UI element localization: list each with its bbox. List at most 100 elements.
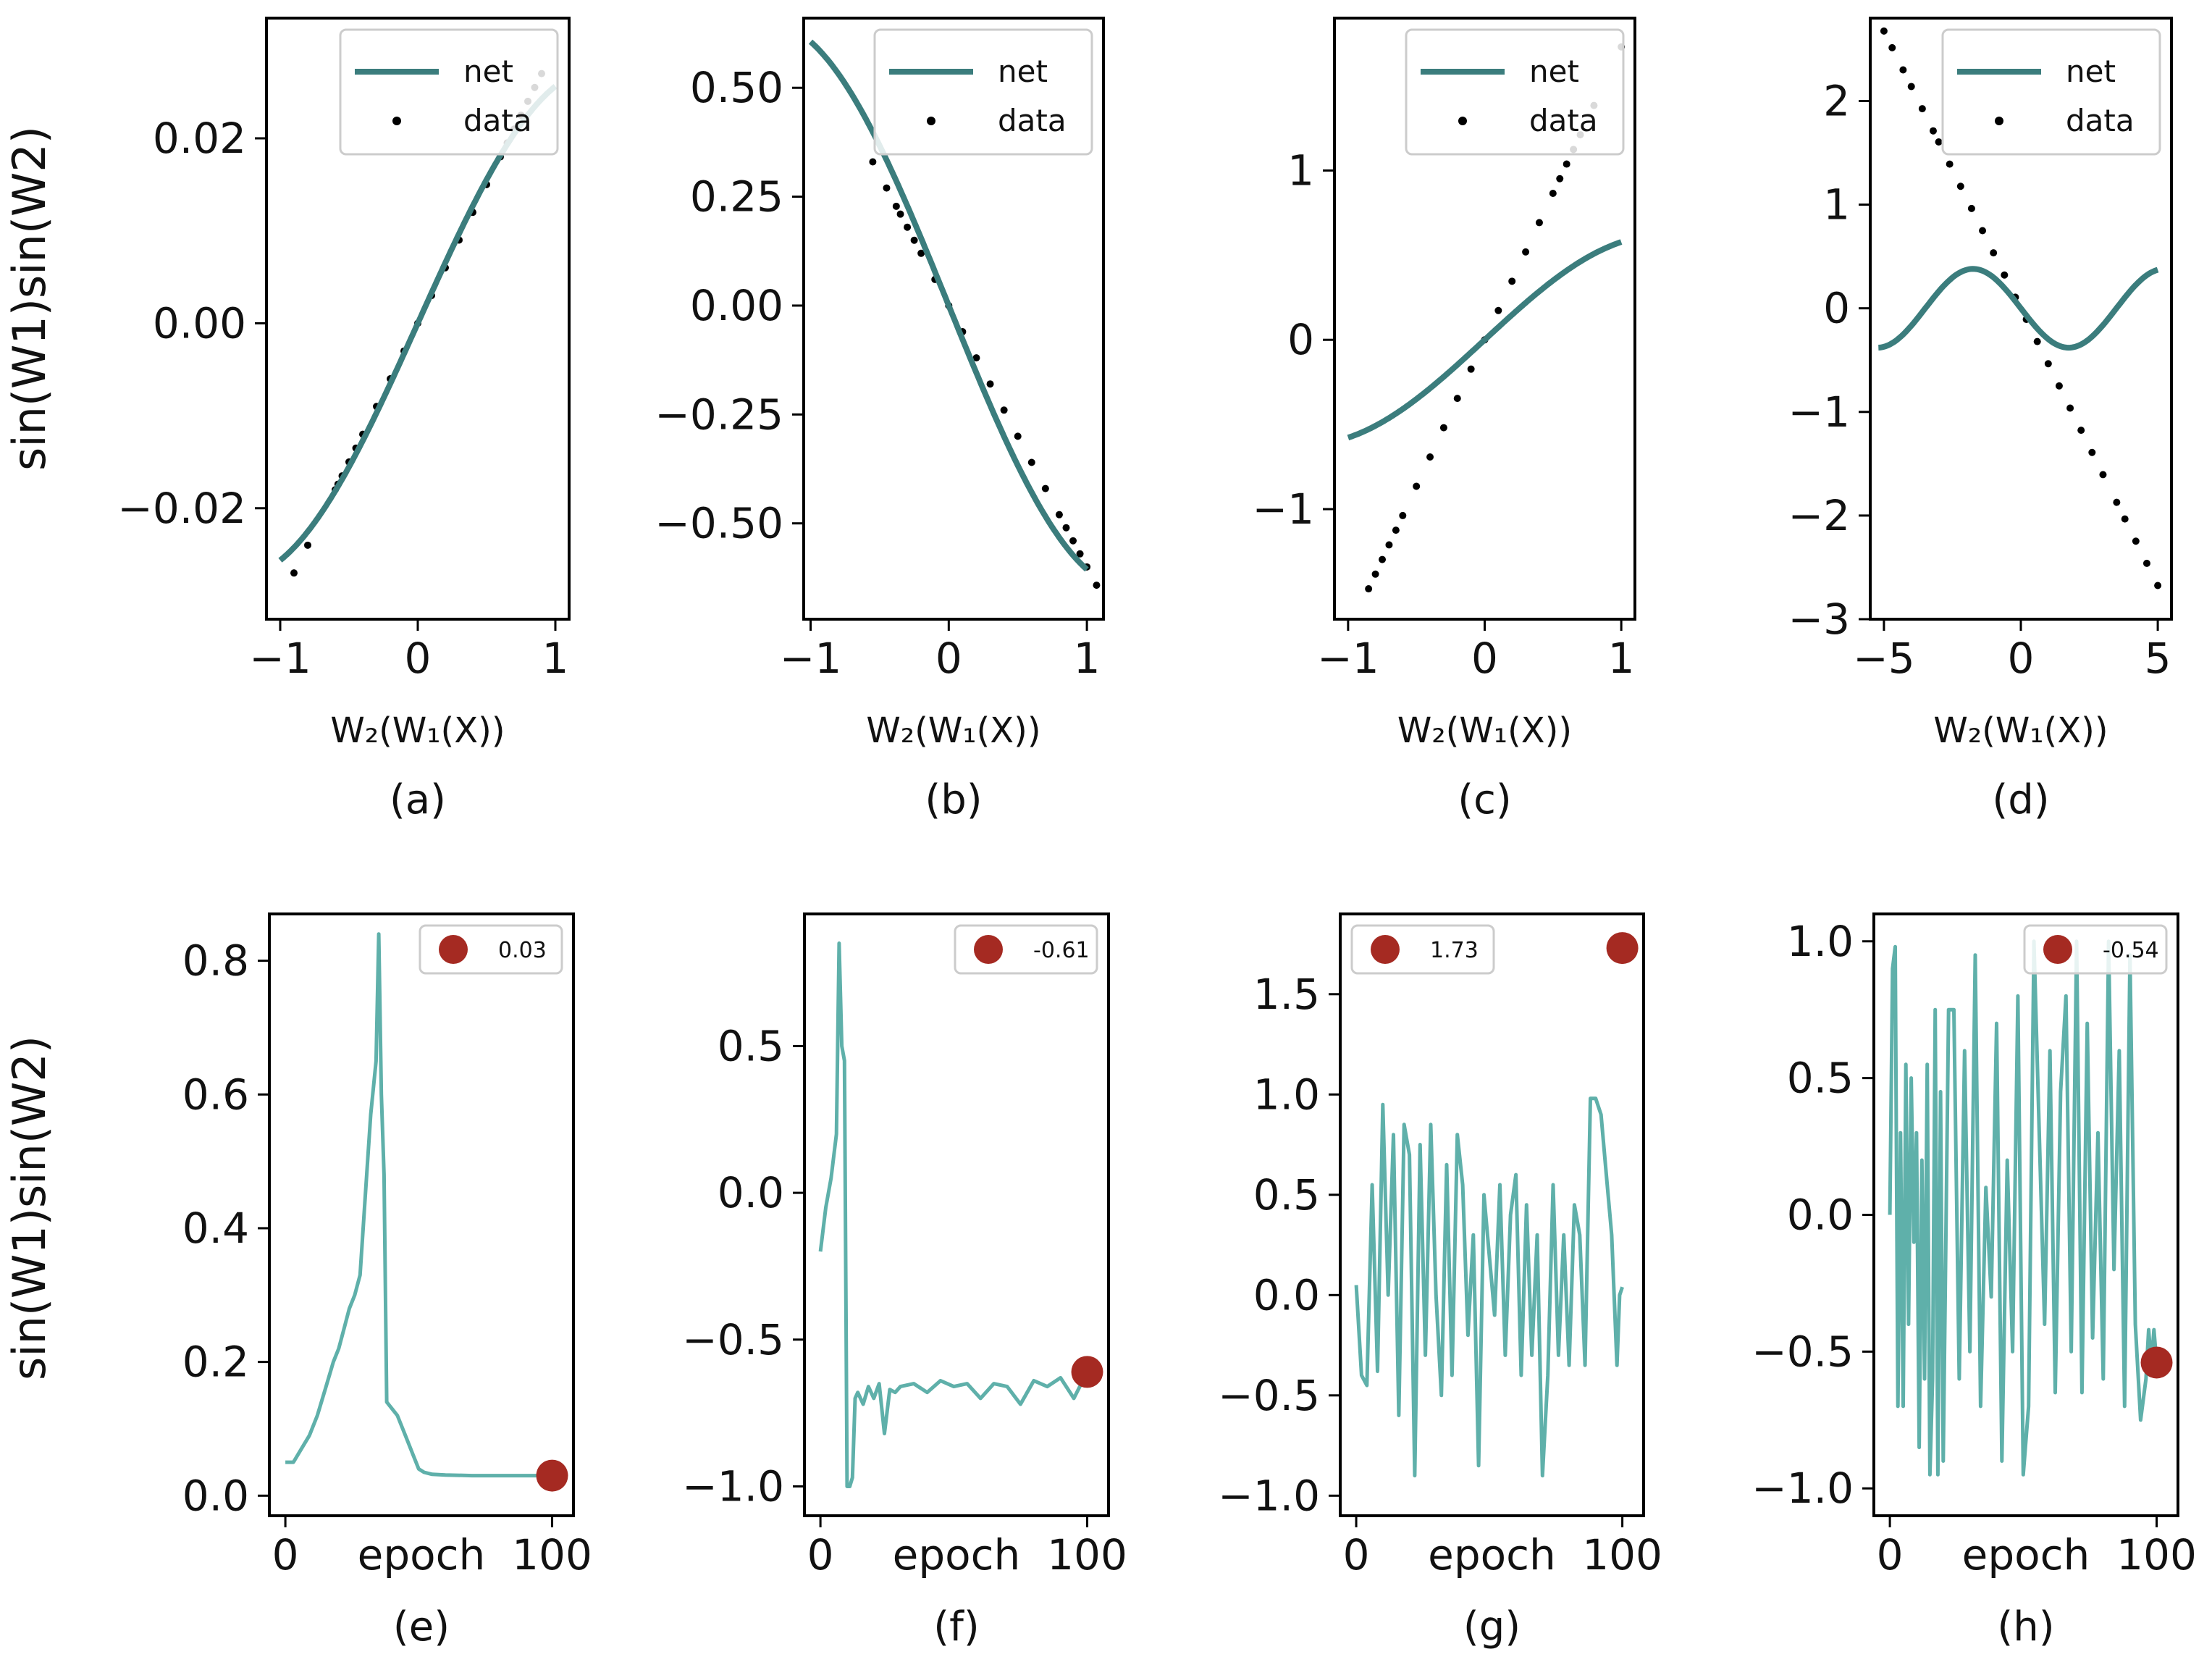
data-point: [2099, 471, 2107, 479]
panel-caption: (c): [1458, 776, 1511, 823]
epoch-series-line: [818, 941, 1089, 1488]
x-axis-label: W₂(W₁(X)): [1397, 710, 1572, 751]
data-point: [1055, 511, 1063, 519]
y-tick-label: −1: [1788, 387, 1851, 437]
y-tick-label: −2: [1788, 491, 1851, 540]
data-point: [1899, 66, 1907, 74]
net-curve: [808, 39, 1089, 572]
x-tick-label: 100: [1582, 1530, 1662, 1579]
y-tick-label: 1.5: [1253, 970, 1320, 1019]
legend-data-label: data: [1529, 103, 1598, 138]
final-value-marker: [536, 1459, 568, 1492]
y-tick-label: 0.0: [1787, 1191, 1854, 1240]
data-point: [986, 380, 994, 388]
data-point: [1076, 550, 1084, 558]
x-tick-label: 0: [1343, 1530, 1370, 1579]
legend-value-label: -0.54: [2103, 938, 2159, 963]
y-tick-label: 1.0: [1253, 1070, 1320, 1119]
panel-caption: (b): [925, 776, 982, 823]
plot-area: [1888, 939, 2158, 1477]
data-point: [896, 210, 904, 218]
x-axis-label: epoch: [1428, 1530, 1556, 1579]
y-tick-label: 2: [1823, 76, 1850, 125]
legend-value-label: 0.03: [498, 938, 547, 963]
x-axis-label: W₂(W₁(X)): [1933, 710, 2108, 751]
axes-frame: [803, 912, 1110, 1517]
axes-frame: [1339, 912, 1645, 1517]
data-point: [904, 223, 912, 231]
legend-data-label: data: [998, 103, 1067, 138]
axes-frame: [268, 912, 575, 1517]
plot-area: [1354, 1096, 1624, 1478]
data-point: [1069, 537, 1077, 545]
data-point: [1508, 277, 1516, 285]
data-point: [1371, 570, 1379, 578]
data-point: [2088, 448, 2096, 456]
x-tick-label: 0: [807, 1530, 834, 1579]
panel-g: 0 100 −1.0 −0.5 0.0 0.5 1.0 1.5 1.73 epoch (g): [1218, 912, 1662, 1650]
data-point: [1907, 83, 1915, 91]
y-tick-label: 0.5: [718, 1021, 784, 1070]
y-tick-label: 0.5: [1787, 1054, 1854, 1103]
legend-marker: [439, 935, 468, 964]
legend: -0.61: [954, 924, 1098, 975]
panel-caption: (f): [933, 1603, 979, 1650]
x-tick-label: 0: [1877, 1530, 1904, 1579]
data-point: [1000, 406, 1008, 414]
y-tick-label: 1: [1287, 146, 1314, 195]
data-point: [1093, 582, 1101, 589]
net-curve: [1347, 239, 1623, 441]
data-point: [2113, 498, 2121, 506]
legend-net-label: net: [1529, 54, 1579, 89]
panel-a: −1 0 1 −0.02 0.00 0.02 net data W₂(W₁(X)) (a): [117, 17, 571, 823]
x-axis-label: W₂(W₁(X)): [330, 710, 505, 751]
x-tick-label: 100: [512, 1530, 592, 1579]
legend-data-label: data: [2066, 103, 2135, 138]
y-tick-label: 0.0: [182, 1471, 249, 1520]
x-axis-label: epoch: [358, 1530, 486, 1579]
x-tick-label: 5: [2145, 634, 2171, 683]
legend-data-swatch: [392, 117, 401, 125]
x-tick-label: 1: [542, 634, 569, 683]
y-tick-label: −0.5: [1218, 1371, 1320, 1420]
data-point: [2044, 360, 2052, 368]
y-tick-label: 0: [1823, 284, 1850, 333]
data-point: [2132, 537, 2140, 545]
legend-value-label: -0.61: [1033, 938, 1090, 963]
panel-d: −5 0 5 −3 −2 −1 0 1 2 net data W₂(W₁(X)) (d): [1788, 17, 2173, 823]
y-tick-label: −0.02: [117, 484, 246, 533]
data-point: [1535, 219, 1543, 227]
y-tick-label: 1: [1823, 180, 1850, 230]
legend-net-label: net: [2066, 54, 2116, 89]
legend-data-swatch: [1458, 117, 1467, 125]
y-tick-label: −0.5: [682, 1315, 784, 1364]
axes-frame: [1872, 912, 2179, 1517]
data-point: [2001, 271, 2009, 279]
row2-ylabel: sin(W1)sin(W2): [3, 1036, 56, 1380]
y-tick-label: −0.50: [655, 499, 783, 548]
legend-net-label: net: [998, 54, 1048, 89]
legend: 0.03: [419, 924, 563, 975]
data-point: [1027, 458, 1035, 466]
epoch-series-line: [1354, 1096, 1624, 1478]
y-tick-label: −1.0: [1218, 1471, 1320, 1520]
y-tick-label: −1.0: [1751, 1464, 1854, 1513]
data-point: [290, 569, 298, 577]
data-point: [1990, 249, 1998, 257]
legend-value-label: 1.73: [1430, 938, 1479, 963]
data-point: [1365, 585, 1373, 593]
panel-e: 0 100 0.0 0.2 0.4 0.6 0.8 0.03 epoch (e): [182, 912, 592, 1650]
data-point: [910, 236, 918, 244]
y-tick-label: −0.25: [655, 390, 783, 439]
legend-net-label: net: [463, 54, 513, 89]
y-tick-label: 0.5: [1253, 1170, 1320, 1220]
data-point: [2033, 337, 2041, 345]
y-tick-label: 0.02: [153, 114, 246, 163]
data-point: [1413, 482, 1421, 490]
data-point: [972, 354, 980, 362]
data-point: [1399, 511, 1407, 519]
x-axis-label: epoch: [893, 1530, 1021, 1579]
axes-frame: [802, 17, 1105, 621]
y-tick-label: −0.5: [1751, 1327, 1854, 1376]
data-point: [869, 158, 877, 166]
